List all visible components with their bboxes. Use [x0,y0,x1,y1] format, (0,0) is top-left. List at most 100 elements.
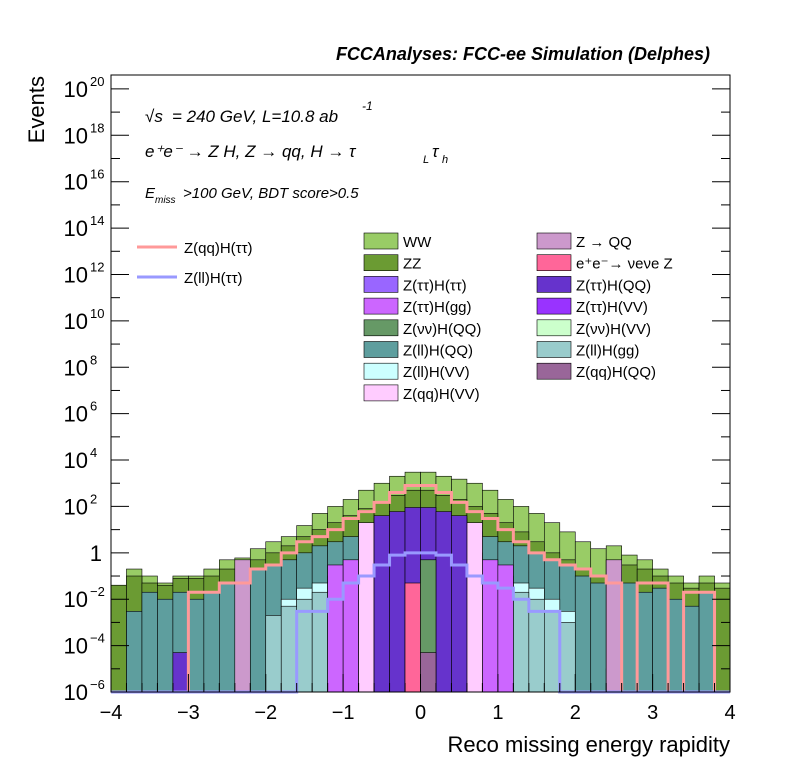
bar [605,559,622,693]
cuts-sub: miss [155,195,176,206]
bar [126,611,143,693]
legend-fill-label: Z(ττ)H(gg) [403,299,472,316]
x-tick-label: −4 [100,702,123,724]
x-tick-label: 1 [492,702,503,724]
y-tick-label: 10 [64,77,88,102]
bar [466,522,483,693]
y-tick-label: 10 [64,680,88,705]
series-e⁺e⁻→νeνeZ [404,582,421,693]
legend-fill-label: Z(ll)H(VV) [403,364,470,381]
bar [373,515,390,693]
line-Z(qq)H(ττ) [111,483,730,694]
bar [636,591,653,693]
chart-title: FCCAnalyses: FCC-ee Simulation (Delphes) [336,44,710,64]
legend-fill-swatch [363,254,399,271]
x-tick-label: 4 [724,702,735,724]
y-tick-exponent: 16 [90,167,104,182]
y-tick-exponent: 10 [90,306,104,321]
legend-fill-swatch [363,319,399,337]
series-Z→QQ [234,559,622,693]
legend-signal: Z(qq)H(ττ) Z(ll)H(ττ) [137,240,253,287]
cuts-rest: >100 GeV, BDT score>0.5 [183,185,359,202]
bar [311,591,328,693]
legend-fill-swatch [363,297,399,315]
legend-fill-label: Z(qq)H(QQ) [576,364,656,381]
legend-fill-swatch [363,276,399,293]
y-tick-exponent: 20 [90,74,104,89]
legend-fill-swatch [536,254,572,271]
legend-fill-swatch [536,341,572,358]
legend-fill-label: Z → QQ [576,234,632,251]
bar [574,575,592,693]
energy-lumi: = 240 GeV, L=10.8 ab [172,107,338,126]
process-text: e⁺e⁻ → Z H, Z → qq, H → τ [145,142,357,161]
legend-fill-swatch [536,297,572,315]
x-tick-label: 2 [570,702,581,724]
y-tick-label: 10 [64,262,88,287]
legend-fill-label: Z(νν)H(VV) [576,321,651,338]
y-tick-exponent: −4 [90,631,105,646]
bar [188,598,205,693]
x-tick-label: −1 [332,702,355,724]
bar [389,511,406,693]
legend-backgrounds: WW Z → QQ ZZ e⁺e⁻→ νeνe Z Z(ττ)H(ττ) Z(ττ)H(Q… [363,232,673,403]
legend-fill-swatch [536,232,572,250]
y-tick-label: 1 [90,541,102,566]
x-axis-label: Reco missing energy rapidity [448,732,730,757]
x-tick-label: −3 [177,702,200,724]
y-tick-exponent: 6 [90,399,97,414]
lumi-exponent: -1 [362,99,373,113]
sqrt-s: √s [145,107,163,126]
y-tick-label: 10 [64,448,88,473]
legend-fill-label: Z(qq)H(VV) [403,386,480,403]
legend-fill-label: ZZ [403,256,421,273]
bar [110,584,127,693]
bar [157,598,174,693]
bar [296,598,313,693]
y-tick-label: 10 [64,494,88,519]
bar [234,559,251,693]
bar [358,522,375,693]
legend-fill-swatch [536,276,572,293]
annotation-process: e⁺e⁻ → Z H, Z → qq, H → τ L τ h [145,142,448,166]
bar [621,582,638,693]
legend-fill-label: WW [403,234,432,251]
y-tick-label: 10 [64,216,88,241]
process-sub-h: h [442,154,448,166]
bar [280,605,298,693]
legend-line-label: Z(qq)H(ττ) [184,240,253,257]
bar [543,611,561,693]
y-tick-label: 10 [64,355,88,380]
bar [590,582,607,693]
x-axis-ticks: −4 −3 −2 −1 0 1 2 3 4 [100,674,736,724]
bar [559,622,576,693]
y-tick-label: 10 [64,587,88,612]
x-tick-label: 0 [415,702,426,724]
bar [714,587,731,693]
y-tick-exponent: 18 [90,120,104,135]
legend-fill-swatch [363,232,399,250]
bar [249,568,267,693]
y-tick-exponent: 12 [90,259,104,274]
bar [265,615,282,693]
bar [667,598,684,693]
legend-fill-swatch [363,362,399,380]
bar [342,559,359,693]
bar [497,564,514,693]
legend-fill-swatch [363,384,399,402]
bar [435,511,452,693]
y-tick-label: 10 [64,123,88,148]
y-tick-label: 10 [64,634,88,659]
y-tick-exponent: 8 [90,352,97,367]
bar [513,591,530,693]
bar [203,591,220,693]
legend-fill-label: e⁺e⁻→ νeνe Z [576,256,673,273]
y-tick-label: 10 [64,309,88,334]
bar [172,652,189,693]
y-tick-label: 10 [64,170,88,195]
cuts-e: E [145,185,156,202]
bar [698,591,715,693]
bar [141,591,158,693]
y-tick-label: 10 [64,402,88,427]
